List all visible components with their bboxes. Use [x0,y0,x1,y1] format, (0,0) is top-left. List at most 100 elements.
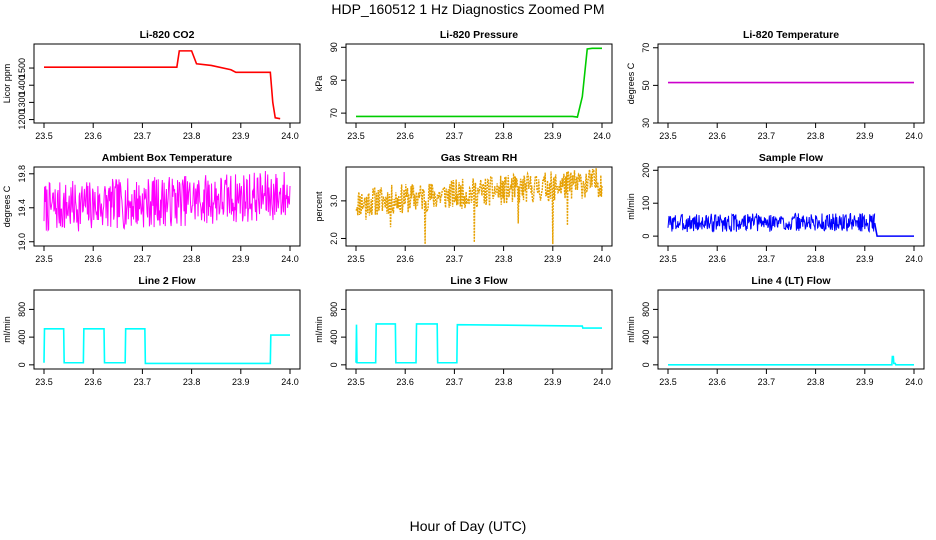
y-tick-label: 19.0 [17,233,27,251]
y-tick-label: 1400 [17,75,27,95]
x-tick-label: 23.5 [347,131,365,141]
x-tick-label: 23.8 [183,377,201,387]
series-line-1 [355,168,603,245]
panel-4: Ambient Box Temperature degrees C 23.5 23.6… [2,152,301,264]
figure-xlabel: Hour of Day (UTC) [409,518,527,534]
x-tick-label: 23.9 [856,254,874,264]
series-line-1 [44,50,281,120]
x-tick-label: 23.8 [807,254,825,264]
x-tick-label: 23.5 [35,254,53,264]
panel-6: Sample Flow ml/min 23.5 23.6 23.7 23.8 23.9 24.… [626,152,925,264]
x-tick-label: 23.7 [446,254,464,264]
panel-title: Li-820 CO2 [140,29,195,41]
x-tick-label: 24.0 [905,131,923,141]
x-tick-label: 24.0 [281,254,299,264]
x-tick-label: 23.9 [544,254,562,264]
y-axis-label: Licor ppm [2,64,12,104]
series-line-1 [43,328,290,365]
x-tick-label: 23.5 [35,377,53,387]
x-tick-label: 23.5 [347,377,365,387]
series-line-1 [43,171,291,232]
y-tick-label: 70 [329,108,339,118]
x-tick-label: 23.6 [396,131,414,141]
x-tick-label: 23.8 [495,377,513,387]
x-tick-label: 24.0 [281,377,299,387]
figure-title: HDP_160512 1 Hz Diagnostics Zoomed PM [331,1,605,17]
x-tick-label: 23.9 [544,131,562,141]
y-axis-label: degrees C [626,62,636,104]
x-tick-label: 24.0 [281,131,299,141]
plot-frame [33,289,301,370]
x-tick-label: 23.8 [183,131,201,141]
x-tick-label: 23.7 [446,377,464,387]
x-tick-label: 23.6 [708,131,726,141]
panel-title: Ambient Box Temperature [102,152,233,164]
x-tick-label: 23.6 [84,131,102,141]
y-tick-label: 1200 [17,110,27,130]
y-tick-label: 0 [17,362,27,367]
panel-5: Gas Stream RH percent 23.5 23.6 23.7 23.8 23.9… [314,152,613,264]
y-tick-label: 19.8 [17,165,27,183]
y-tick-label: 70 [641,43,651,53]
panel-title: Li-820 Temperature [743,29,839,41]
y-axis-label: kPa [314,76,324,92]
y-tick-label: 1500 [17,58,27,78]
x-tick-label: 23.5 [659,131,677,141]
x-tick-label: 23.7 [446,131,464,141]
x-tick-label: 23.6 [396,254,414,264]
x-tick-label: 24.0 [593,377,611,387]
x-tick-label: 23.8 [495,254,513,264]
panel-8: Line 3 Flow ml/min 23.5 23.6 23.7 23.8 23.9 24.… [314,275,613,387]
x-tick-label: 23.6 [708,377,726,387]
x-tick-label: 23.8 [495,131,513,141]
y-tick-label: 19.4 [17,199,27,217]
x-tick-label: 23.5 [347,254,365,264]
x-tick-label: 23.9 [544,377,562,387]
y-tick-label: 0 [329,362,339,367]
x-tick-label: 24.0 [905,254,923,264]
panel-title: Line 2 Flow [138,275,196,287]
x-tick-label: 23.6 [84,254,102,264]
series-line-1 [667,212,876,233]
y-axis-label: percent [314,191,324,222]
y-axis-label: degrees C [2,185,12,227]
x-tick-label: 23.8 [807,131,825,141]
plot-frame [33,166,301,247]
panel-3: Li-820 Temperature degrees C 23.5 23.6 23.7 2… [626,29,925,141]
x-tick-label: 23.7 [134,254,152,264]
y-tick-label: 50 [641,80,651,90]
x-tick-label: 23.7 [758,254,776,264]
series-line-1 [668,355,914,366]
y-tick-label: 400 [329,330,339,345]
y-tick-label: 2.0 [329,232,339,245]
series-line-1 [356,47,602,118]
y-tick-label: 200 [641,163,651,178]
plot-frame [345,43,613,124]
x-tick-label: 23.7 [134,131,152,141]
x-tick-label: 23.9 [856,377,874,387]
x-tick-label: 23.6 [84,377,102,387]
y-tick-label: 1300 [17,92,27,112]
x-tick-label: 23.9 [232,254,250,264]
plot-frame [345,289,613,370]
panel-title: Li-820 Pressure [440,29,518,41]
y-axis-label: ml/min [2,316,12,343]
y-tick-label: 30 [641,118,651,128]
y-tick-label: 800 [329,302,339,317]
plot-frame [33,43,301,124]
y-tick-label: 400 [17,330,27,345]
x-tick-label: 23.8 [807,377,825,387]
x-tick-label: 24.0 [905,377,923,387]
y-tick-label: 800 [641,302,651,317]
x-tick-label: 24.0 [593,131,611,141]
x-tick-label: 23.6 [396,377,414,387]
y-tick-label: 400 [641,330,651,345]
x-tick-label: 23.5 [659,377,677,387]
plot-frame [345,166,613,247]
x-tick-label: 24.0 [593,254,611,264]
panel-1: Li-820 CO2 Licor ppm 23.5 23.6 23.7 23.8 23.9 2… [2,29,301,141]
y-axis-label: ml/min [626,316,636,343]
panel-2: Li-820 Pressure kPa 23.5 23.6 23.7 23.8 23.9 24… [314,29,613,141]
panel-9: Line 4 (LT) Flow ml/min 23.5 23.6 23.7 23.8 23… [626,275,925,387]
y-tick-label: 3.0 [329,195,339,208]
